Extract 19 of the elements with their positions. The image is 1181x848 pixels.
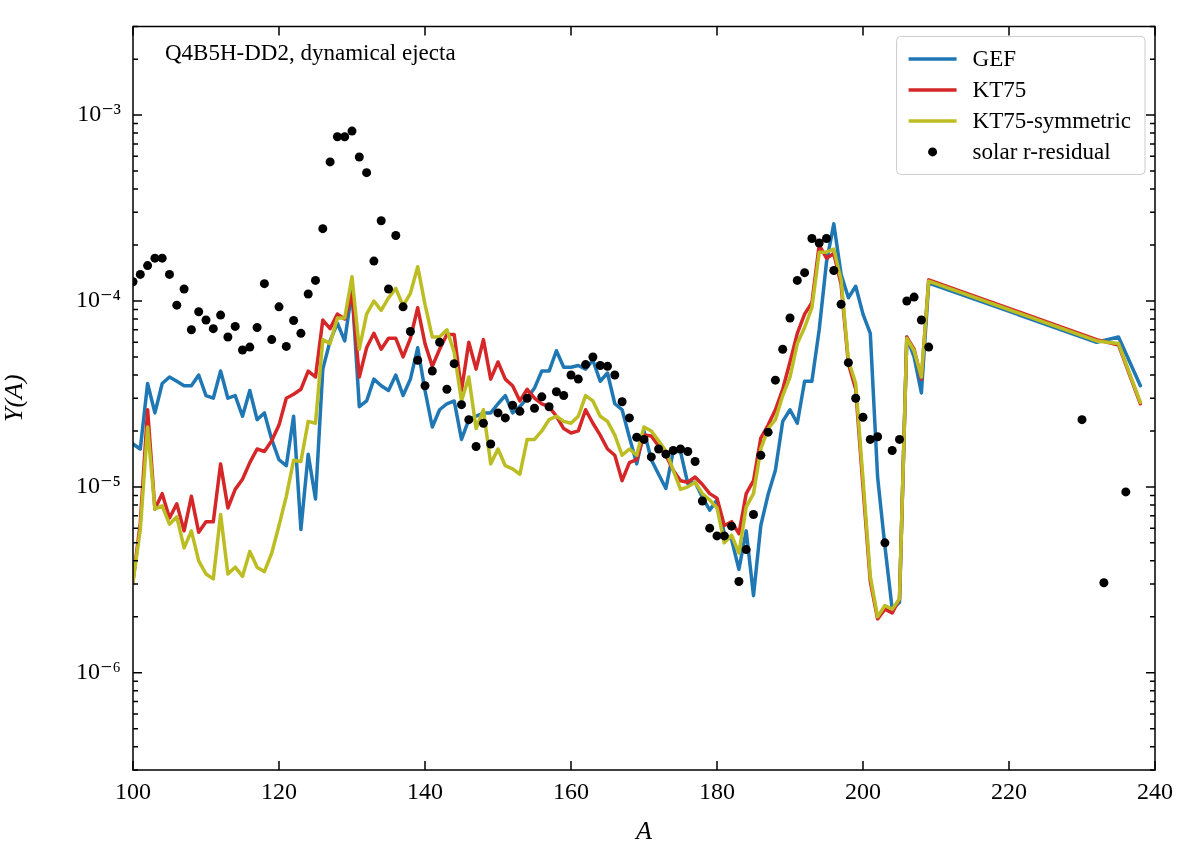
legend-label: KT75 [972,76,1027,102]
x-tick-label: 120 [261,777,297,804]
x-tick-label: 220 [991,777,1027,804]
legend-label: solar r-residual [972,138,1111,164]
x-tick-label: 240 [1137,777,1173,804]
annotation: Q4B5H-DD2, dynamical ejecta [165,39,456,65]
x-tick-label: 100 [115,777,151,804]
legend-label: KT75-symmetric [972,107,1131,133]
legend-label: GEF [972,45,1017,71]
x-tick-label: 160 [553,777,589,804]
x-tick-label: 180 [699,777,735,804]
y-tick-label: 10⁻⁴ [75,286,121,313]
x-tick-label: 140 [407,777,443,804]
y-axis-title: Y(A) [0,374,29,423]
x-axis-title: A [634,816,653,846]
y-tick-label: 10⁻⁶ [75,658,121,685]
y-tick-label: 10⁻⁵ [75,472,121,499]
x-tick-label: 200 [845,777,881,804]
y-tick-label: 10⁻³ [77,100,121,127]
